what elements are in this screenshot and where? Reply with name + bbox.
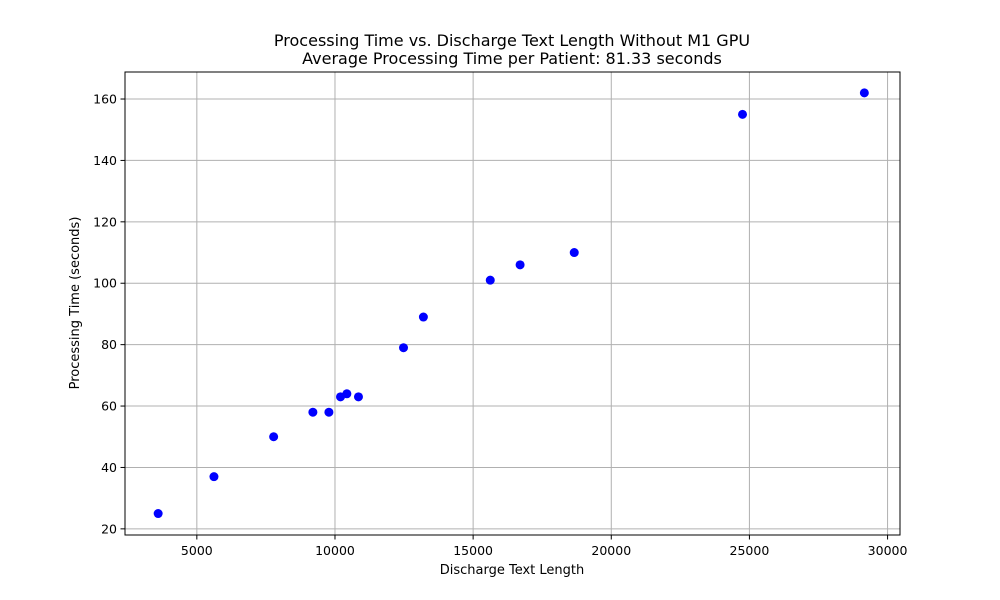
x-tick-label: 10000 — [315, 543, 355, 558]
y-tick-label: 60 — [101, 399, 117, 414]
axis-ticks: 5000 10000 15000 20000 25000 30000 20 40 60 80 100… — [93, 92, 907, 558]
x-tick-label: 5000 — [181, 543, 213, 558]
scatter-point — [353, 392, 363, 402]
scatter-point — [269, 432, 279, 442]
y-tick-label: 120 — [93, 214, 117, 229]
scatter-point — [569, 248, 579, 258]
y-tick-label: 100 — [93, 276, 117, 291]
scatter-point — [342, 389, 352, 399]
scatter-point — [399, 343, 409, 353]
scatter-point — [209, 472, 219, 482]
y-tick-label: 40 — [101, 460, 117, 475]
x-tick-label: 15000 — [453, 543, 493, 558]
y-tick-label: 140 — [93, 153, 117, 168]
scatter-point — [859, 88, 869, 98]
scatter-point — [515, 260, 525, 270]
plot-area-frame — [124, 71, 901, 536]
data-points — [153, 88, 869, 519]
y-axis-label: Processing Time (seconds) — [68, 217, 83, 390]
scatter-point — [418, 312, 428, 322]
scatter-point — [308, 407, 318, 417]
chart-subtitle: Average Processing Time per Patient: 81.… — [302, 49, 722, 68]
scatter-point — [324, 407, 334, 417]
y-tick-label: 160 — [93, 92, 117, 107]
scatter-point — [738, 109, 748, 119]
y-tick-label: 20 — [101, 521, 117, 536]
x-tick-label: 30000 — [868, 543, 908, 558]
scatter-point — [153, 509, 163, 519]
x-tick-label: 25000 — [730, 543, 770, 558]
chart-title: Processing Time vs. Discharge Text Lengt… — [274, 31, 750, 50]
scatter-point — [485, 275, 495, 285]
grid-lines — [125, 72, 900, 535]
x-tick-label: 20000 — [591, 543, 631, 558]
y-tick-label: 80 — [101, 337, 117, 352]
x-axis-label: Discharge Text Length — [440, 563, 585, 578]
